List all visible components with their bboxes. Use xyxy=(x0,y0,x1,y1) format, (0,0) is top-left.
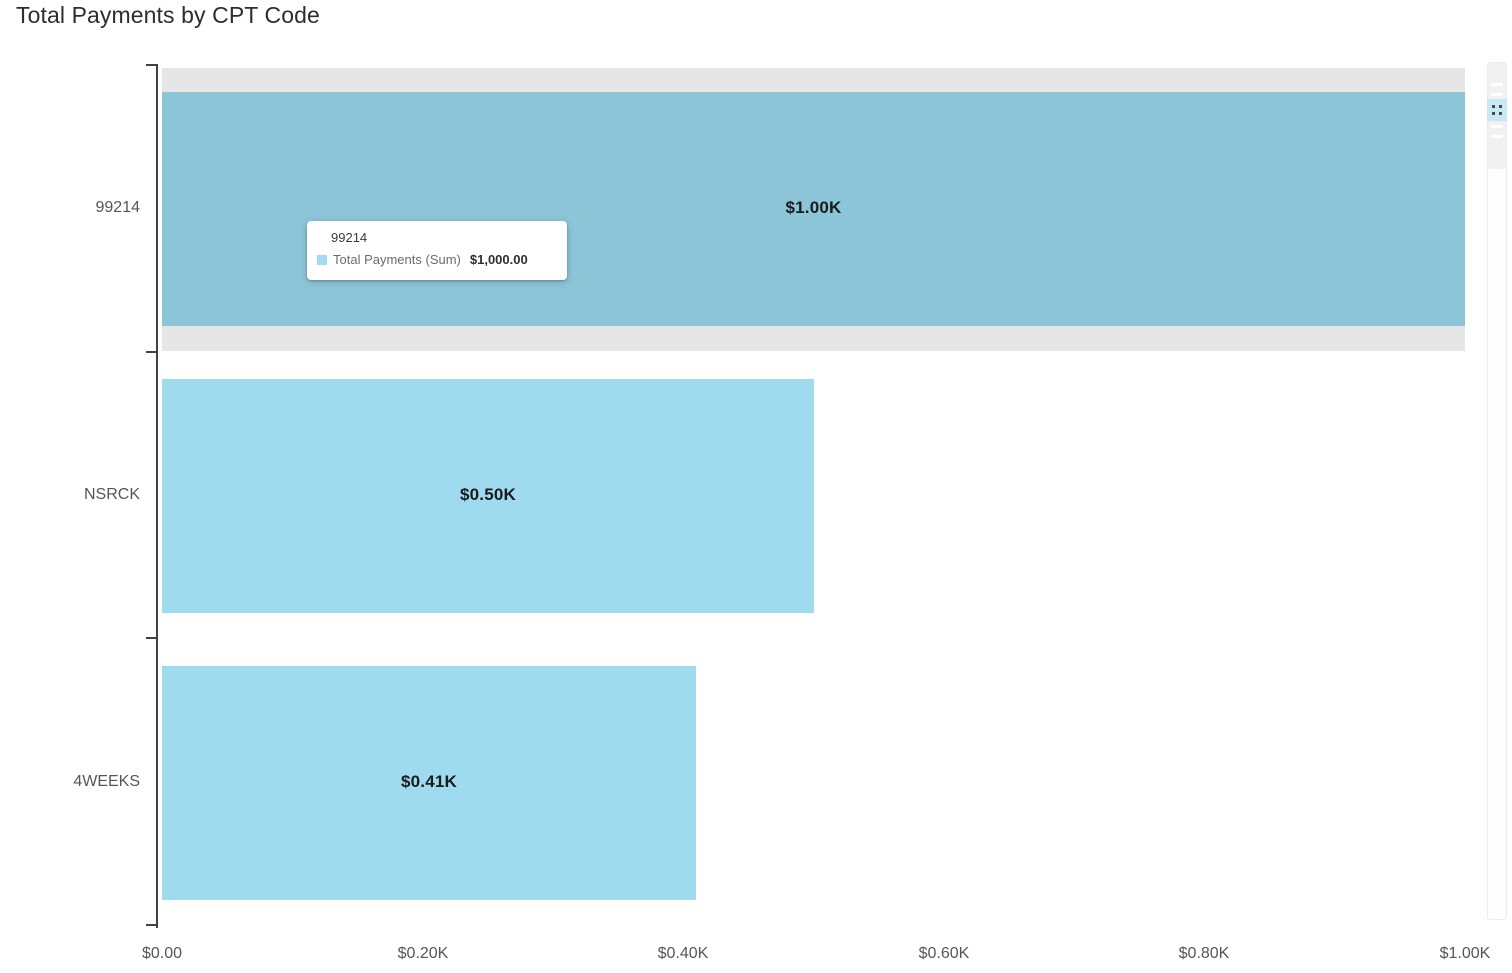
series-swatch-icon xyxy=(317,254,327,265)
tooltip-row: Total Payments (Sum) $1,000.00 xyxy=(317,252,528,267)
x-axis-tick-label: $0.60K xyxy=(918,945,970,962)
scrollbar-grip-handle[interactable] xyxy=(1487,99,1507,121)
y-axis-tick xyxy=(146,637,156,639)
bar-4WEEKS[interactable] xyxy=(162,666,696,900)
bar-99214[interactable] xyxy=(162,92,1465,326)
scrollbar-resize-dash-icon xyxy=(1491,125,1503,128)
y-axis-category-label: 4WEEKS xyxy=(73,773,140,790)
bar-NSRCK[interactable] xyxy=(162,379,814,613)
tooltip-series-label: Total Payments (Sum) xyxy=(333,252,461,267)
bar-value-label: $0.50K xyxy=(459,485,517,504)
bar-value-label: $1.00K xyxy=(785,198,842,217)
grip-dots-icon xyxy=(1492,105,1502,115)
scrollbar-resize-dash-icon xyxy=(1491,93,1503,96)
y-axis-tick xyxy=(146,64,156,66)
scrollbar-resize-dash-icon xyxy=(1491,135,1503,138)
x-axis-tick-label: $0.80K xyxy=(1178,945,1230,962)
x-axis-tick-label: $0.40K xyxy=(657,945,709,962)
y-axis-category-label: NSRCK xyxy=(83,486,140,503)
chart-title: Total Payments by CPT Code xyxy=(16,2,320,28)
chart-scrollbar-track[interactable] xyxy=(1487,62,1507,920)
tooltip-value: $1,000.00 xyxy=(469,252,528,267)
y-axis-line xyxy=(156,64,158,928)
x-axis-tick-label: $0.20K xyxy=(397,945,449,962)
bar-value-label: $0.41K xyxy=(400,772,458,791)
y-axis-tick xyxy=(146,924,156,926)
tooltip: 99214 Total Payments (Sum) $1,000.00 xyxy=(307,221,567,280)
scrollbar-resize-dash-icon xyxy=(1491,83,1503,86)
y-axis-tick xyxy=(146,351,156,353)
x-axis-tick-label: $0.00 xyxy=(141,945,183,962)
x-axis-tick-label: $1.00K xyxy=(1439,945,1491,962)
chart-scrollbar-thumb[interactable] xyxy=(1487,63,1507,169)
tooltip-category: 99214 xyxy=(331,230,368,245)
y-axis-category-label: 99214 xyxy=(95,199,141,216)
